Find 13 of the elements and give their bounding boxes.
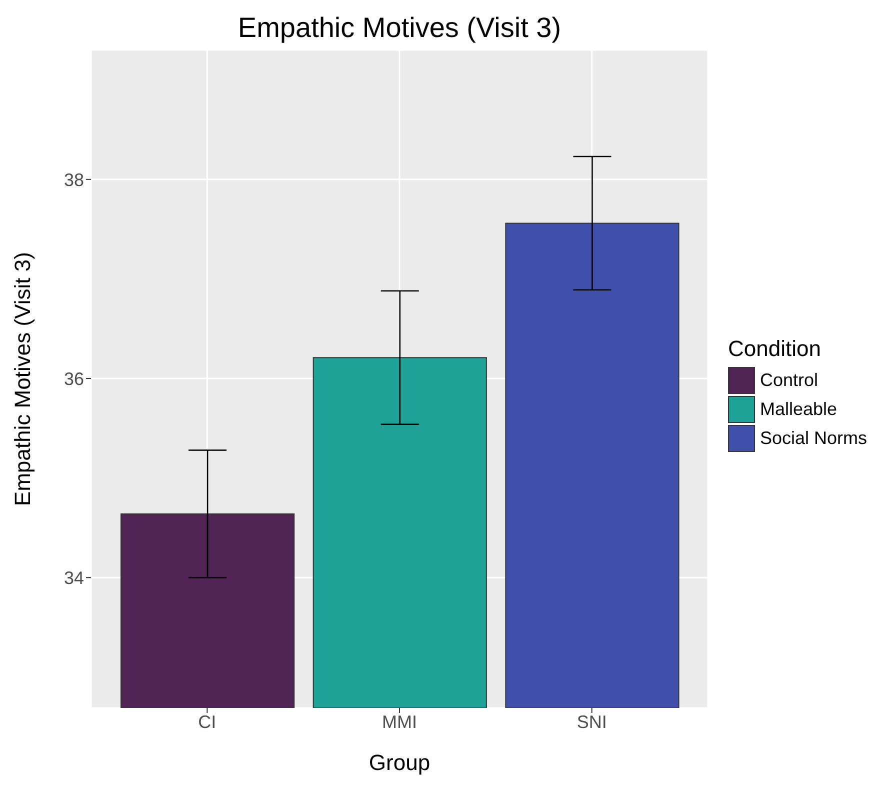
y-tick-label: 36 bbox=[64, 368, 84, 389]
legend-label: Control bbox=[760, 370, 818, 391]
chart-title: Empathic Motives (Visit 3) bbox=[236, 12, 562, 44]
x-axis-title: Group bbox=[368, 750, 430, 775]
x-tick-label: SNI bbox=[576, 712, 607, 732]
x-tick-label: CI bbox=[198, 712, 216, 732]
y-axis-title: Empathic Motives (Visit 3) bbox=[10, 252, 35, 506]
legend-label: Social Norms bbox=[760, 428, 868, 449]
legend-title: Condition bbox=[728, 336, 822, 362]
y-tick-label: 38 bbox=[64, 170, 84, 190]
legend-label: Malleable bbox=[760, 399, 838, 420]
y-tick-label: 34 bbox=[64, 568, 84, 588]
x-tick-label: MMI bbox=[382, 712, 417, 732]
